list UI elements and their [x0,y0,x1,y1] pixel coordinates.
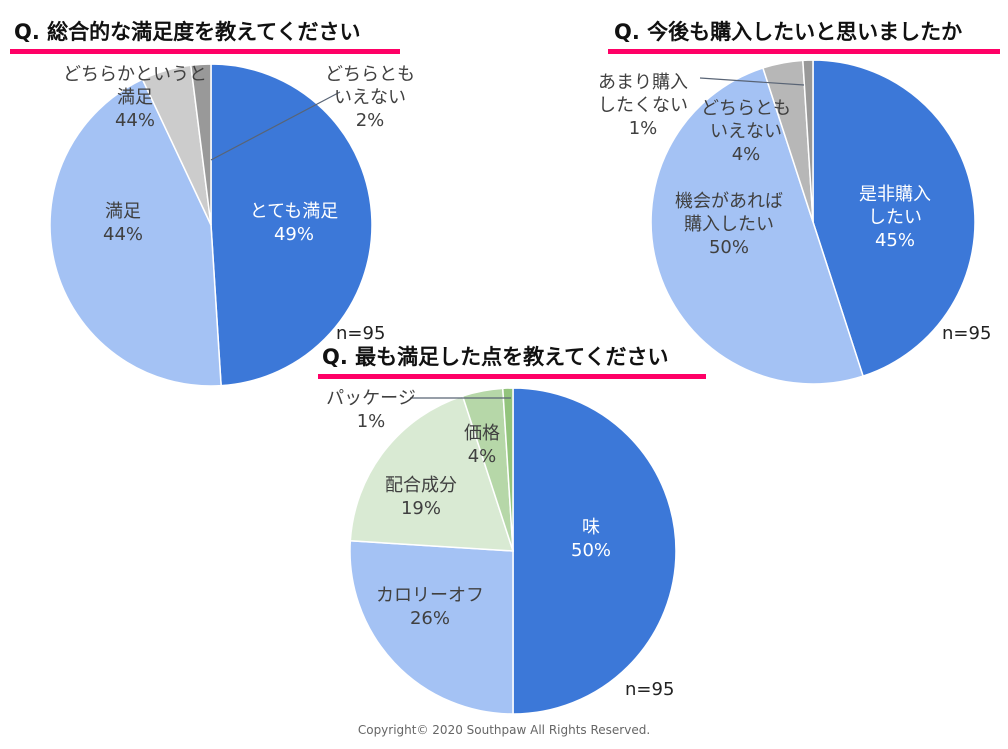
c1-label-very-satisfied: とても満足 49% [249,201,339,245]
c2-label-not-really: あまり購入 したくない 1% [598,72,688,139]
c3-label-taste: 味 50% [570,517,612,561]
chart1-slice-3 [189,63,212,226]
chart2-title-underline [608,49,1000,54]
c2-label-neutral: どちらとも いえない 4% [701,98,791,165]
chart3-slice-1 [349,539,514,715]
copyright: Copyright© 2020 Southpaw All Rights Rese… [357,723,651,737]
chart2-title: Q. 今後も購入したいと思いましたか [614,20,963,44]
c3-label-package: パッケージ 1% [326,388,416,432]
c1-label-somewhat: どちらかというと 満足 44% [63,64,207,131]
chart3-slice-2 [349,395,515,552]
chart3-title-underline [318,374,706,379]
c3-label-calorie-off: カロリーオフ 26% [376,585,484,629]
c2-n-label: n=95 [942,323,992,344]
chart3-title: Q. 最も満足した点を教えてください [322,345,669,369]
leader-line-0 [210,91,341,161]
c3-n-label: n=95 [625,679,675,700]
c2-label-definitely: 是非購入 したい 45% [859,184,931,251]
leader-line-1 [699,77,805,86]
c2-label-if-chance: 機会があれば 購入したい 50% [675,191,783,258]
c3-label-ingredients: 配合成分 19% [385,475,457,519]
chart1-title-underline [10,49,400,54]
chart3-slice-0 [512,387,677,715]
chart3-slice-4 [501,387,514,552]
chart1-title: Q. 総合的な満足度を教えてください [14,20,361,44]
chart2-slice-0 [812,59,976,378]
chart1-slice-0 [210,63,373,387]
c1-label-neutral: どちらとも いえない 2% [325,64,415,131]
chart2-slice-1 [650,66,865,385]
c1-n-label: n=95 [336,323,386,344]
c1-label-satisfied: 満足 44% [102,201,144,245]
c3-label-price: 価格 4% [464,423,500,467]
chart2-slice-3 [802,59,814,223]
